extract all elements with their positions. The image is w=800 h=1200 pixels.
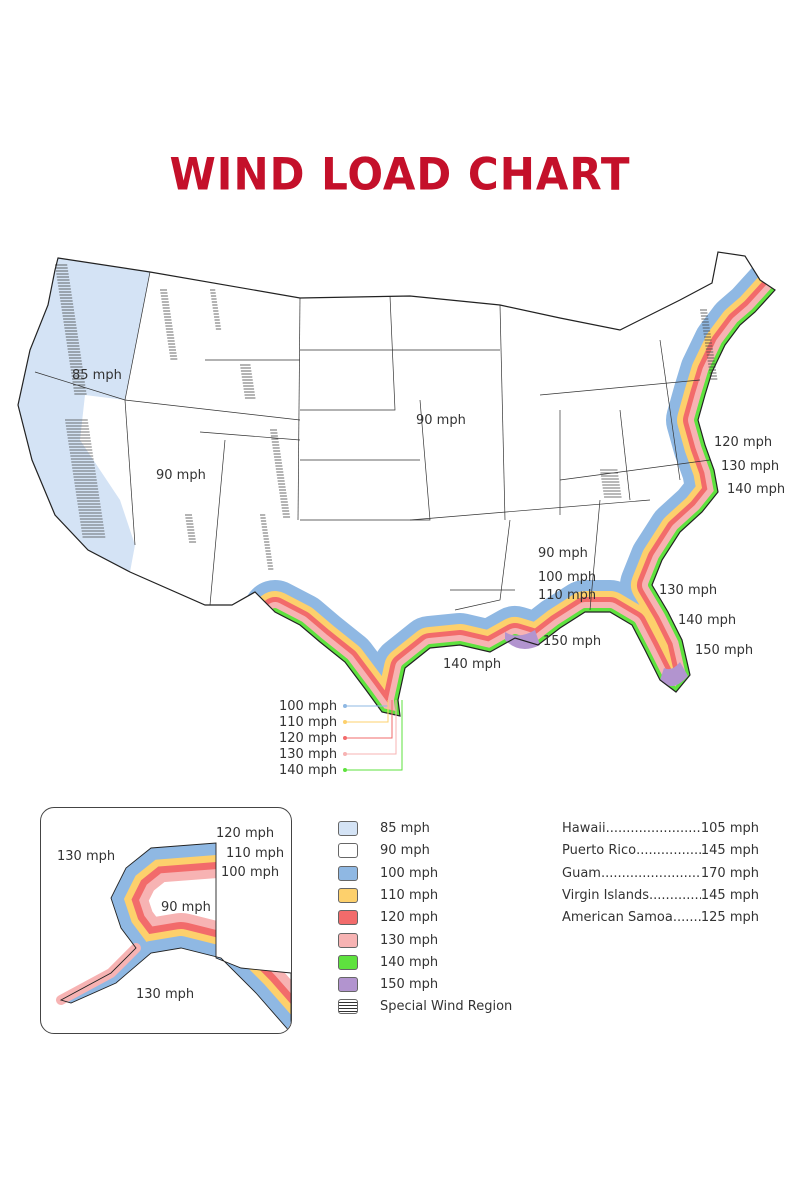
alaska-label-110: 110 mph — [226, 846, 285, 861]
territory-row: Virgin Islands 145 mph — [562, 888, 759, 903]
territory-value: 170 mph — [700, 865, 759, 881]
legend-item: 110 mph — [338, 887, 439, 903]
legend-item: Special Wind Region — [338, 999, 513, 1015]
alaska-label-100: 100 mph — [221, 865, 280, 880]
alaska-inset: 120 mph 110 mph 100 mph 130 mph 90 mph 1… — [40, 807, 292, 1034]
legend-item: 90 mph — [338, 843, 430, 859]
map-label-central: 90 mph — [416, 413, 466, 428]
territory-value: 145 mph — [700, 843, 759, 859]
legend-label: 130 mph — [380, 932, 439, 948]
territory-value: 145 mph — [700, 887, 759, 903]
legend-item: 130 mph — [338, 932, 439, 948]
territory-name: Guam — [562, 865, 601, 881]
legend-swatch — [338, 999, 358, 1015]
map-label-east-140: 140 mph — [727, 482, 786, 497]
map-label-fl-150: 150 mph — [695, 643, 754, 658]
alaska-label-120: 120 mph — [216, 826, 275, 841]
callout-140: 140 mph — [279, 763, 338, 778]
leader-dots — [673, 910, 701, 925]
callout-dot-140 — [343, 768, 347, 772]
legend-label: 150 mph — [380, 977, 439, 993]
map-label-se-90: 90 mph — [538, 546, 588, 561]
callout-line-110 — [345, 700, 389, 723]
territory-name: Puerto Rico — [562, 843, 637, 859]
legend-label: 110 mph — [380, 887, 439, 903]
callout-line-140 — [345, 700, 403, 771]
legend-item: 140 mph — [338, 954, 439, 970]
alaska-label-90: 90 mph — [161, 900, 211, 915]
alaska-label-130-bottom: 130 mph — [136, 987, 195, 1002]
alaska-map — [56, 842, 291, 1033]
zone-85-mph — [18, 258, 150, 572]
leader-dots — [606, 821, 701, 836]
callout-line-130 — [345, 700, 397, 755]
callout-dot-130 — [343, 752, 347, 756]
legend-label: 120 mph — [380, 910, 439, 926]
territory-row: Puerto Rico 145 mph — [562, 843, 759, 858]
legend-swatch — [338, 910, 358, 926]
callout-120: 120 mph — [279, 731, 338, 746]
callout-dot-120 — [343, 736, 347, 740]
legend-swatch — [338, 865, 358, 881]
leader-dots — [649, 888, 701, 903]
territory-name: Virgin Islands — [562, 887, 650, 903]
zone-150-mph-gulf — [505, 630, 540, 649]
callout-130: 130 mph — [279, 747, 338, 762]
map-label-east-120: 120 mph — [714, 435, 773, 450]
legend-label: 90 mph — [380, 843, 430, 859]
map-label-east-130: 130 mph — [721, 459, 780, 474]
territory-row: Hawaii 105 mph — [562, 821, 759, 836]
legend-label: 100 mph — [380, 865, 439, 881]
territory-name: Hawaii — [562, 821, 606, 836]
legend-swatch — [338, 843, 358, 859]
legend-swatch — [338, 954, 358, 970]
us-wind-map — [17, 251, 776, 772]
legend-swatch — [338, 932, 358, 948]
alaska-outline — [59, 842, 291, 1033]
callout-line-120 — [345, 700, 393, 739]
special-wind-regions — [55, 264, 718, 570]
legend-label: 140 mph — [380, 954, 439, 970]
legend-swatch — [338, 977, 358, 993]
legend-swatch — [338, 887, 358, 903]
legend-item: 150 mph — [338, 977, 439, 993]
territory-value: 125 mph — [700, 910, 759, 926]
map-label-west: 85 mph — [72, 368, 122, 383]
map-label-se-110: 110 mph — [538, 588, 597, 603]
leader-dots — [636, 843, 701, 858]
legend-label: Special Wind Region — [380, 999, 513, 1015]
page-title: WIND LOAD CHART — [169, 148, 631, 201]
map-label-gulf-140: 140 mph — [443, 657, 502, 672]
territory-name: American Samoa — [562, 910, 673, 926]
map-label-gulf-150: 150 mph — [543, 634, 602, 649]
territory-row: American Samoa 125 mph — [562, 910, 759, 925]
callout-110: 110 mph — [279, 715, 338, 730]
callout-dot-110 — [343, 720, 347, 724]
territory-value: 105 mph — [700, 821, 759, 836]
map-label-se-100: 100 mph — [538, 570, 597, 585]
legend-item: 85 mph — [338, 821, 430, 836]
legend-item: 100 mph — [338, 865, 439, 881]
state-borders — [34, 271, 711, 611]
legend-swatch — [338, 821, 358, 836]
callout-dot-100 — [343, 704, 347, 708]
alaska-label-130-top: 130 mph — [57, 849, 116, 864]
legend-label: 85 mph — [380, 821, 430, 836]
us-outline — [17, 251, 776, 717]
map-label-fl-140: 140 mph — [678, 613, 737, 628]
territory-row: Guam 170 mph — [562, 866, 759, 881]
map-label-fl-130: 130 mph — [659, 583, 718, 598]
legend-item: 120 mph — [338, 910, 439, 926]
map-label-mountain: 90 mph — [156, 468, 206, 483]
leader-dots — [601, 866, 701, 881]
callout-100: 100 mph — [279, 699, 338, 714]
zone-150-mph-florida — [660, 662, 688, 687]
